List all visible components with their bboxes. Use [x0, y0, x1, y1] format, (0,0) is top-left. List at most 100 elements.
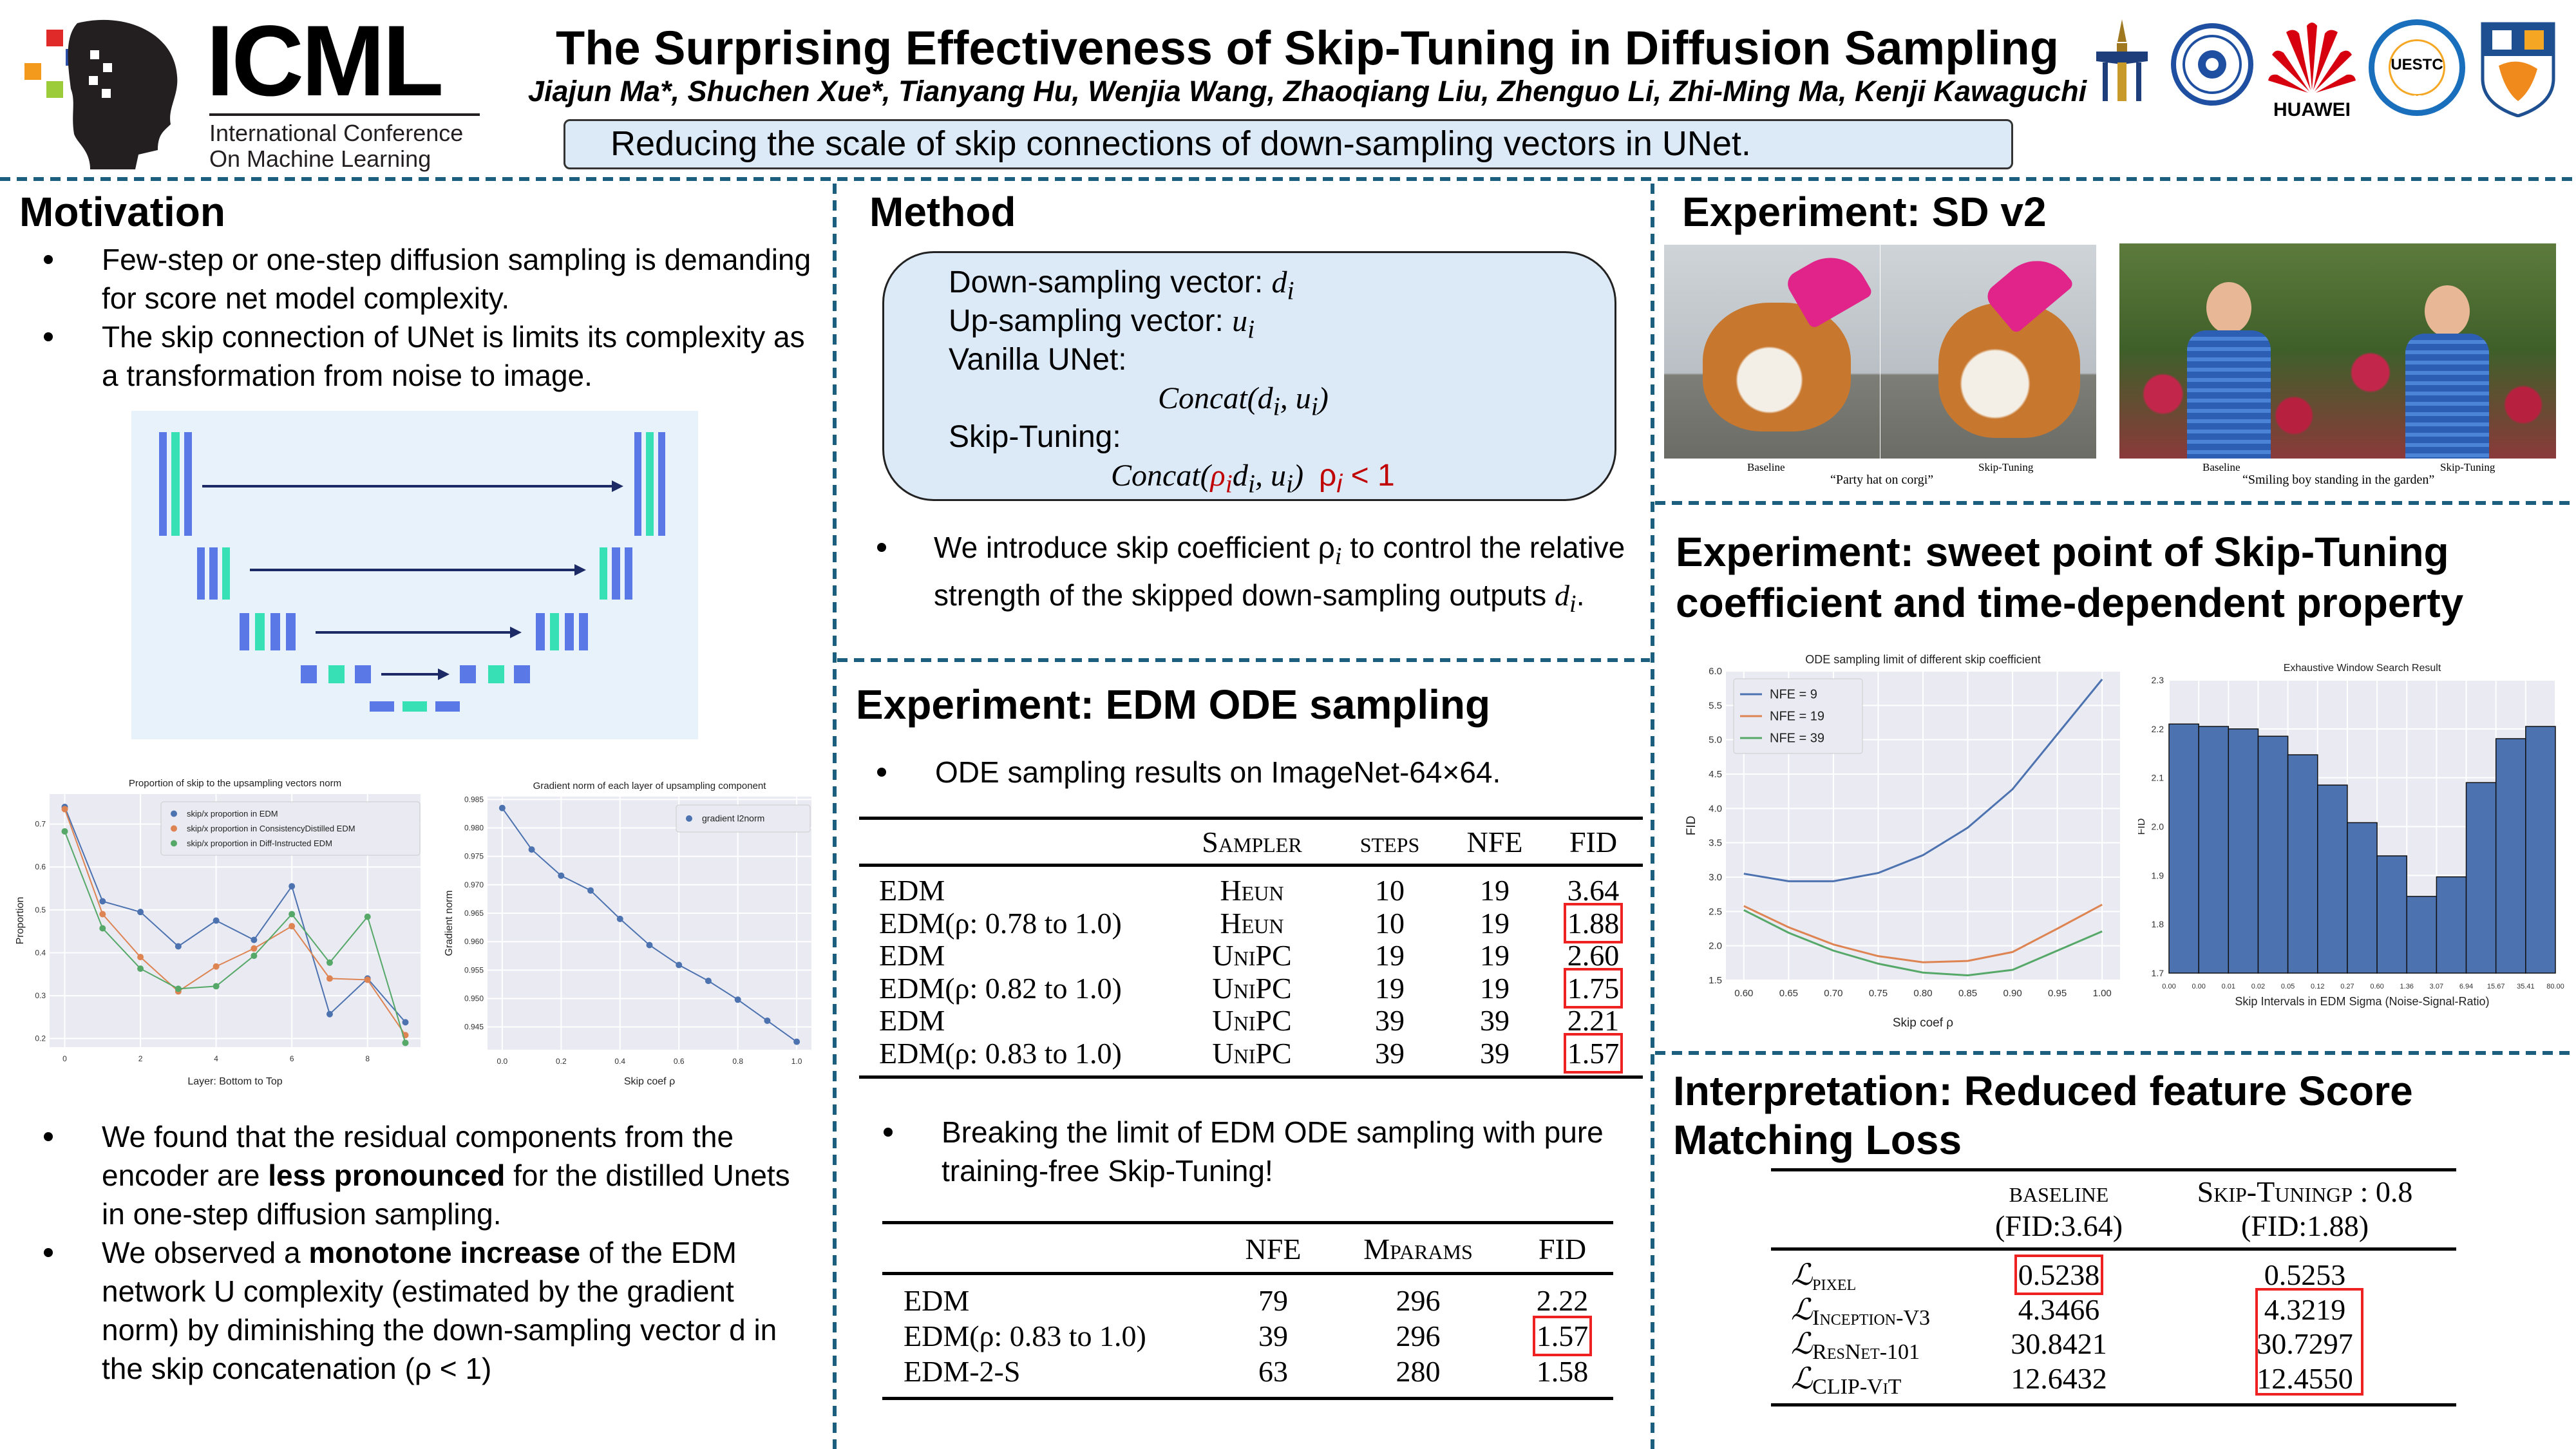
sampler-cell: UniPC [1212, 971, 1292, 1005]
data-point [528, 846, 535, 853]
x-tick-label: 0.0 [497, 1057, 508, 1066]
x-tick-label: 80.00 [2546, 983, 2564, 990]
fid-cell: 1.57 [1464, 1033, 1722, 1074]
loss-subscript: CLIP-ViT [1812, 1374, 1902, 1399]
tagline-box: Reducing the scale of skip connections o… [564, 119, 2013, 169]
steps-cell: 19 [1375, 939, 1405, 972]
x-tick-label: 1.36 [2400, 983, 2414, 990]
academy-seal-logo-icon [2171, 23, 2253, 106]
math-sub: i [1247, 314, 1255, 344]
y-tick-label: 3.5 [1709, 838, 1722, 849]
authors: Jiajun Ma*, Shuchen Xue*, Tianyang Hu, W… [527, 75, 2087, 108]
row-label: EDM [904, 1284, 970, 1317]
data-point [764, 1017, 771, 1024]
steps-cell: 39 [1375, 1004, 1405, 1037]
data-point [289, 911, 296, 918]
edm-results-table: Sampler steps NFE FID EDM Heun 10 19 3.64 EDM(ρ: … [859, 815, 1643, 1082]
bar [2495, 738, 2526, 974]
data-point [289, 883, 296, 890]
motivation-bullets: Few-step or one-step diffusion sampling … [39, 240, 811, 395]
x-tick-label: 1.00 [2093, 988, 2112, 999]
x-tick-label: 0.12 [2311, 983, 2324, 990]
column-header: steps [1359, 826, 1420, 858]
data-point [61, 806, 68, 813]
feature-map-bar [624, 547, 632, 600]
value: 2.60 [1567, 939, 1620, 972]
down-sampling-definition: Down-sampling vector: di [949, 263, 1294, 310]
arrow-head-icon [510, 627, 522, 638]
loss-subscript: Inception-V3 [1812, 1305, 1931, 1330]
fid-cell: 1.75 [1464, 967, 1722, 1009]
highlighted-value: 0.5238 [2014, 1255, 2104, 1295]
math-sub: i [1287, 276, 1294, 305]
vanilla-concat-formula: Concat(di, ui) [1158, 381, 1329, 421]
feature-map-bar [171, 432, 180, 536]
table-rule [859, 864, 1643, 867]
bullet-text: We observed a monotone increase of the E… [102, 1233, 811, 1388]
y-tick-label: 2.1 [2152, 773, 2164, 783]
math-var: u [1295, 381, 1311, 415]
icml-logo-rule [209, 113, 480, 116]
x-tick-label: 4 [214, 1054, 218, 1063]
right-section-divider-1 [1655, 501, 2576, 505]
fid-cell: 1.58 [1434, 1356, 1691, 1388]
skip-tuning-cell: 12.4550 [2257, 1361, 2353, 1395]
table-rule [859, 817, 1643, 820]
feature-map-bar [159, 432, 167, 536]
boy-skip-tuning-image [2338, 243, 2556, 459]
huawei-logo-text: HUAWEI [2273, 99, 2351, 120]
math-sub: i [1569, 591, 1577, 618]
fid-cell: 2.22 [1434, 1285, 1691, 1317]
corgi-baseline-image [1664, 245, 1880, 459]
y-tick-label: 0.975 [464, 852, 484, 861]
table-row: ℒpixel 0.5238 0.5253 [1771, 1167, 2456, 1408]
y-tick-label: 0.950 [464, 994, 484, 1003]
data-point [364, 976, 371, 983]
skip-tuning-cell: 0.5253 [2264, 1258, 2346, 1291]
text-segment: to control the relative strength of the … [934, 531, 1625, 612]
data-point [326, 1010, 333, 1018]
skip-connection-arrow-icon [316, 631, 511, 634]
method-definition-box: Down-sampling vector: di Up-sampling vec… [882, 251, 1616, 501]
method-title: Method [869, 189, 1016, 235]
skip-connection-arrow-icon [381, 673, 439, 676]
data-point [616, 915, 623, 922]
nfe-cell: 63 [1258, 1355, 1288, 1388]
highlighted-value: 1.75 [1563, 967, 1624, 1009]
x-tick-label: 0.02 [2251, 983, 2265, 990]
data-point [137, 965, 144, 972]
edm-comparison-table: NFE Mparams FID EDM 79 296 2.22 EDM(ρ: 0.83 to … [882, 1220, 1613, 1404]
chart-title: Gradient norm of each layer of upsamplin… [533, 781, 767, 791]
x-tick-label: 0.95 [2048, 988, 2067, 999]
feature-map-block [301, 665, 317, 683]
row-label: EDM [879, 874, 945, 907]
math-sub: i [1273, 392, 1280, 421]
loss-label: ℒpixel [1791, 1259, 1856, 1300]
y-tick-label: 2.3 [2152, 675, 2164, 685]
x-tick-label: 0.6 [674, 1057, 685, 1066]
x-tick-label: 0.60 [2370, 983, 2383, 990]
feature-map-block [355, 665, 371, 683]
method-bullet-item: We introduce skip coefficient ρi to cont… [871, 528, 1631, 623]
x-tick-label: 3.07 [2430, 983, 2443, 990]
legend-marker [686, 815, 692, 822]
data-point [99, 925, 106, 932]
motivation-bullet: Few-step or one-step diffusion sampling … [39, 240, 811, 317]
sweet-point-title-line2: coefficient and time-dependent property [1676, 580, 2464, 626]
y-tick-label: 0.985 [464, 795, 484, 804]
icml-logo-text: ICML [206, 5, 444, 117]
caption-skip-tuning: Skip-Tuning [1978, 461, 2034, 473]
loss-symbol: ℒ [1791, 1361, 1813, 1395]
chart-title: Proportion of skip to the upsampling vec… [129, 778, 341, 789]
series-line [1743, 904, 2103, 963]
math-var: u [1232, 304, 1248, 338]
row-label: EDM-2-S [904, 1355, 1021, 1388]
column-header: Sampler [1202, 826, 1302, 858]
x-tick-label: 6.94 [2459, 983, 2473, 990]
x-tick-label: 0.90 [2003, 988, 2022, 999]
data-point [251, 945, 258, 952]
feature-map-bar [634, 432, 642, 536]
loss-label: ℒResNet-101 [1791, 1328, 1920, 1368]
params-cell: 296 [1396, 1284, 1441, 1317]
edm-bullet-item: Breaking the limit of EDM ODE sampling w… [877, 1113, 1637, 1190]
